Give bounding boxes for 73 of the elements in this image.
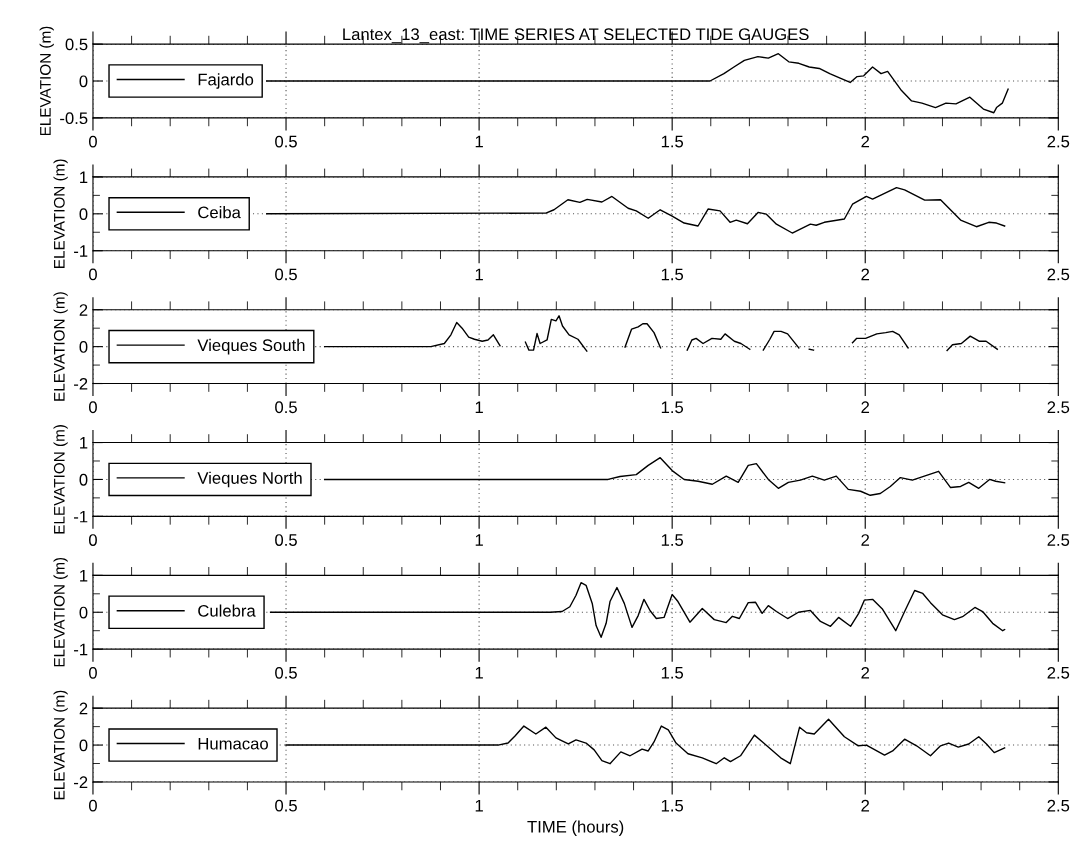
x-tick-label: 0 xyxy=(88,534,97,546)
y-tick-label: 1 xyxy=(80,171,88,183)
x-tick-label: 2 xyxy=(861,666,870,679)
x-tick-label: 2 xyxy=(861,135,870,148)
x-tick-label: 1 xyxy=(475,799,483,812)
x-tick-label: 1.5 xyxy=(661,401,684,414)
y-axis-title: ELEVATION (m) xyxy=(53,557,68,667)
x-tick-label: 0.5 xyxy=(275,135,297,148)
y-axis-title: ELEVATION (m) xyxy=(53,425,68,534)
x-tick-label: 0.5 xyxy=(275,401,297,414)
y-tick-label: 0.5 xyxy=(65,38,88,51)
x-tick-label: 2.5 xyxy=(1047,268,1070,281)
x-tick-label: 1 xyxy=(475,135,483,148)
x-tick-label: 1.5 xyxy=(661,799,684,812)
line-series xyxy=(323,456,1006,497)
y-tick-label: 2 xyxy=(79,702,88,715)
line-series xyxy=(269,582,1006,639)
x-tick-label: 1.5 xyxy=(661,135,684,148)
y-axis-title: ELEVATION (m) xyxy=(53,159,68,268)
x-tick-label: 1.5 xyxy=(661,667,684,679)
line-series xyxy=(266,186,1006,234)
y-tick-label: -0.5 xyxy=(60,112,88,125)
x-tick-label: 2 xyxy=(861,534,870,546)
legend-label: Humacao xyxy=(198,737,268,750)
x-tick-label: 2.5 xyxy=(1047,666,1070,679)
y-tick-label: 0 xyxy=(79,473,88,486)
x-tick-label: 1 xyxy=(475,667,483,679)
y-tick-label: 1 xyxy=(80,437,88,449)
x-tick-label: 0.5 xyxy=(275,534,297,546)
x-tick-label: 0.5 xyxy=(275,666,297,679)
x-tick-label: 2 xyxy=(861,799,870,812)
x-tick-label: 1.5 xyxy=(661,534,684,546)
y-axis-title: ELEVATION (m) xyxy=(53,292,68,401)
y-tick-label: 0 xyxy=(79,341,88,353)
x-tick-label: 1 xyxy=(475,401,483,413)
y-axis-title: ELEVATION (m) xyxy=(39,26,54,136)
x-tick-label: 1.5 xyxy=(661,268,684,281)
y-tick-label: -2 xyxy=(74,776,88,788)
y-tick-label: 0 xyxy=(79,75,88,88)
x-tick-label: 0.5 xyxy=(275,268,297,281)
y-tick-label: 0 xyxy=(79,208,88,221)
x-tick-label: 1 xyxy=(475,268,483,281)
line-series xyxy=(285,718,1006,765)
x-tick-label: 2 xyxy=(861,268,870,281)
y-tick-label: -1 xyxy=(74,643,88,656)
x-tick-label: 2.5 xyxy=(1047,401,1070,414)
legend-label: Culebra xyxy=(198,604,256,617)
x-tick-label: 0.5 xyxy=(275,799,297,812)
legend-label: Ceiba xyxy=(198,206,241,219)
line-series xyxy=(266,53,1009,114)
y-tick-label: 2 xyxy=(79,304,88,316)
x-tick-label: 2.5 xyxy=(1047,135,1070,148)
x-tick-label: 0 xyxy=(88,268,97,281)
x-tick-label: 1 xyxy=(475,534,483,546)
legend-label: Vieques South xyxy=(197,338,305,355)
y-tick-label: -1 xyxy=(74,510,88,523)
x-tick-label: 0 xyxy=(88,799,97,812)
x-axis-title: TIME (hours) xyxy=(527,820,624,836)
y-tick-label: 0 xyxy=(79,606,88,619)
y-tick-label: -1 xyxy=(74,245,88,257)
x-tick-label: 0 xyxy=(88,401,97,414)
legend-label: Fajardo xyxy=(198,73,254,89)
y-tick-label: -2 xyxy=(74,377,88,390)
x-tick-label: 2.5 xyxy=(1047,799,1070,812)
x-tick-label: 0 xyxy=(88,666,97,679)
y-tick-label: 1 xyxy=(80,569,88,582)
legend-label: Vieques North xyxy=(197,471,302,488)
y-tick-label: 0 xyxy=(79,739,88,752)
y-axis-title: ELEVATION (m) xyxy=(53,690,68,800)
x-tick-label: 0 xyxy=(88,135,97,148)
x-tick-label: 2 xyxy=(861,401,870,413)
x-tick-label: 2.5 xyxy=(1047,534,1070,546)
chart-title: Lantex_13_east: TIME SERIES AT SELECTED TIDE GAUGES xyxy=(343,28,809,44)
